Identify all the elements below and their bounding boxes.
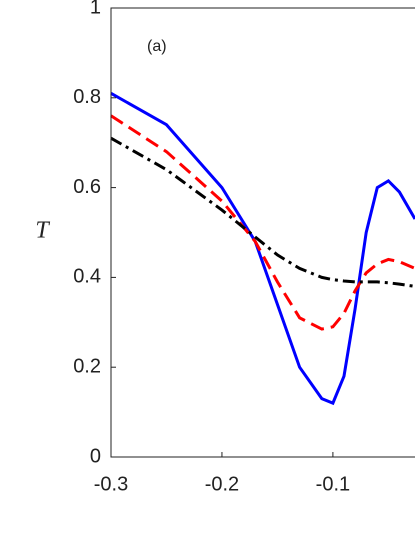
annotation: (a) [147,38,167,55]
y-axis-label: T [35,218,50,244]
line-series [110,92,415,406]
y-tick-label: 0.2 [73,355,101,377]
x-tick-label: -0.3 [94,473,128,495]
x-tick-label: -0.1 [316,473,350,495]
x-tick-label: -0.2 [205,473,239,495]
axis-frame [110,7,415,458]
y-tick-label: 0.6 [73,176,101,198]
y-tick-label: 0 [90,445,101,467]
line-series [110,114,415,331]
y-tick-label: 0.4 [73,266,101,288]
y-tick-label: 0.8 [73,86,101,108]
y-tick-label: 1 [90,0,101,18]
